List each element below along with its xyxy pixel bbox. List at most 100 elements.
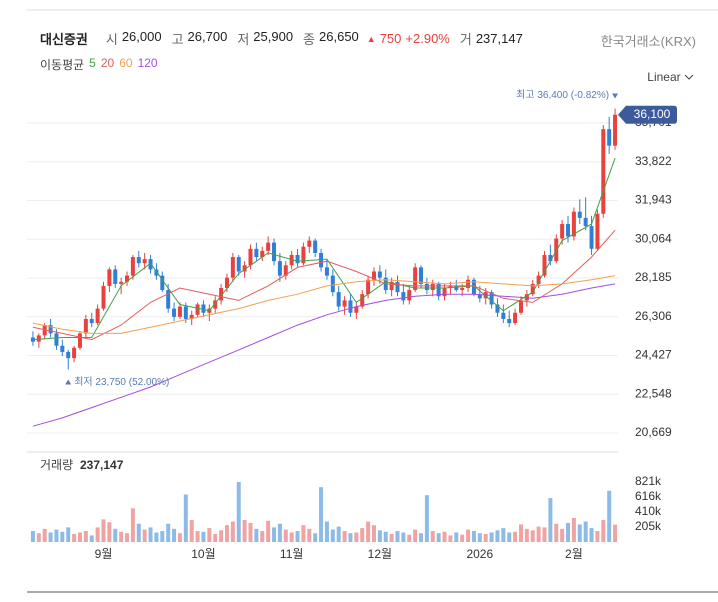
candle-body xyxy=(566,224,571,237)
candle-body xyxy=(125,275,130,282)
volume-bar xyxy=(307,528,312,542)
candle-body xyxy=(283,265,288,276)
candle-body xyxy=(42,325,47,336)
candle-body xyxy=(195,304,200,315)
y-tick-label: 28,185 xyxy=(635,270,672,284)
volume-bar xyxy=(195,531,200,542)
candle-body xyxy=(536,275,541,284)
volume-bar xyxy=(595,531,600,542)
volume-bar xyxy=(560,528,565,542)
stat-label: 고 xyxy=(171,32,184,47)
volume-bar xyxy=(48,532,53,542)
volume-bar xyxy=(524,528,529,542)
volume-bar xyxy=(536,526,541,542)
volume-bar xyxy=(113,528,118,542)
candle-body xyxy=(342,300,347,307)
volume-bar xyxy=(201,531,206,542)
volume-label: 거 xyxy=(459,32,472,47)
volume-bar xyxy=(119,531,124,542)
volume-bar xyxy=(342,531,347,542)
candle-body xyxy=(460,287,465,291)
candle-body xyxy=(177,306,182,317)
volume-bar xyxy=(230,521,235,542)
price-tag-label: 36,100 xyxy=(634,107,671,121)
scale-select[interactable]: Linear xyxy=(647,70,694,84)
stock-name: 대신증권 xyxy=(40,32,88,47)
candle-body xyxy=(54,333,59,346)
volume-bar xyxy=(136,523,141,542)
candle-body xyxy=(524,294,529,301)
high-marker xyxy=(612,93,619,99)
candle-body xyxy=(248,248,253,266)
candle-body xyxy=(395,281,400,293)
volume-bar xyxy=(260,531,265,542)
candle-body xyxy=(548,254,553,262)
candle-body xyxy=(219,287,224,301)
candle-body xyxy=(72,347,77,359)
stat-value: 26,000 xyxy=(121,29,162,44)
volume-bar xyxy=(177,533,182,542)
volume-bar xyxy=(213,533,218,542)
candle-body xyxy=(66,351,71,359)
volume-bar xyxy=(583,521,588,542)
candle-body xyxy=(577,211,582,218)
candle-body xyxy=(407,290,412,301)
volume: 237,147 xyxy=(475,31,523,46)
candle-body xyxy=(324,267,329,276)
stat-label: 시 xyxy=(105,32,118,47)
volume-bar xyxy=(330,529,335,542)
candle-body xyxy=(77,333,82,348)
volume-bar xyxy=(142,529,147,542)
high-label: 최고 36,400 (-0.82%) xyxy=(516,89,609,101)
scale: Linear xyxy=(647,70,681,84)
candle-body xyxy=(189,314,194,319)
stat-value: 26,650 xyxy=(319,29,359,44)
volume-bar xyxy=(36,533,41,542)
volume-bar xyxy=(589,528,594,542)
volume-bar xyxy=(289,532,294,542)
stats: 시 26,000 고 26,700 저 25,900 종 26,650 xyxy=(100,29,359,48)
y-tick-label: 26,306 xyxy=(635,309,672,323)
candle-body xyxy=(260,250,265,258)
candle-body xyxy=(301,246,306,264)
volume-bar xyxy=(601,520,606,542)
volume-bar xyxy=(77,532,82,542)
candle-body xyxy=(424,283,429,291)
y-tick-label: 20,669 xyxy=(635,425,672,439)
candle-body xyxy=(307,240,312,247)
volume-bar xyxy=(383,531,388,542)
candle-body xyxy=(201,304,206,313)
ma-legend-entry: 5 xyxy=(89,56,96,70)
y-tick-label: 33,822 xyxy=(635,154,672,168)
volume-bar xyxy=(295,531,300,542)
volume-bar xyxy=(407,534,412,542)
volume-bar xyxy=(607,490,612,542)
source: 한국거래소(KRX) xyxy=(600,34,696,49)
candle-body xyxy=(401,292,406,301)
volume-bar xyxy=(518,524,523,542)
volume-bar xyxy=(577,524,582,542)
candle-body xyxy=(119,281,124,284)
volume-bar xyxy=(354,532,359,542)
candle-body xyxy=(413,267,418,291)
volume-bar xyxy=(324,521,329,542)
volume-bar xyxy=(336,526,341,542)
candle-body xyxy=(348,300,353,313)
volume-bar xyxy=(471,531,476,542)
candle-body xyxy=(101,285,106,309)
candle-body xyxy=(95,308,100,324)
volume-bar xyxy=(154,532,159,542)
volume-bar xyxy=(395,531,400,542)
volume-bar xyxy=(542,527,547,542)
candle-body xyxy=(518,300,523,313)
volume-bar xyxy=(460,534,465,542)
ma-line xyxy=(32,229,616,341)
volume-bar xyxy=(513,531,518,542)
volume-bar xyxy=(301,525,306,542)
candle-body xyxy=(360,294,365,307)
volume-bar xyxy=(248,522,253,542)
volume-bar xyxy=(72,533,77,542)
ma-legend: 이동평균 5 20 60 120 xyxy=(40,56,158,73)
change-pct: +2.90% xyxy=(405,31,450,46)
volume-bar xyxy=(389,533,394,542)
